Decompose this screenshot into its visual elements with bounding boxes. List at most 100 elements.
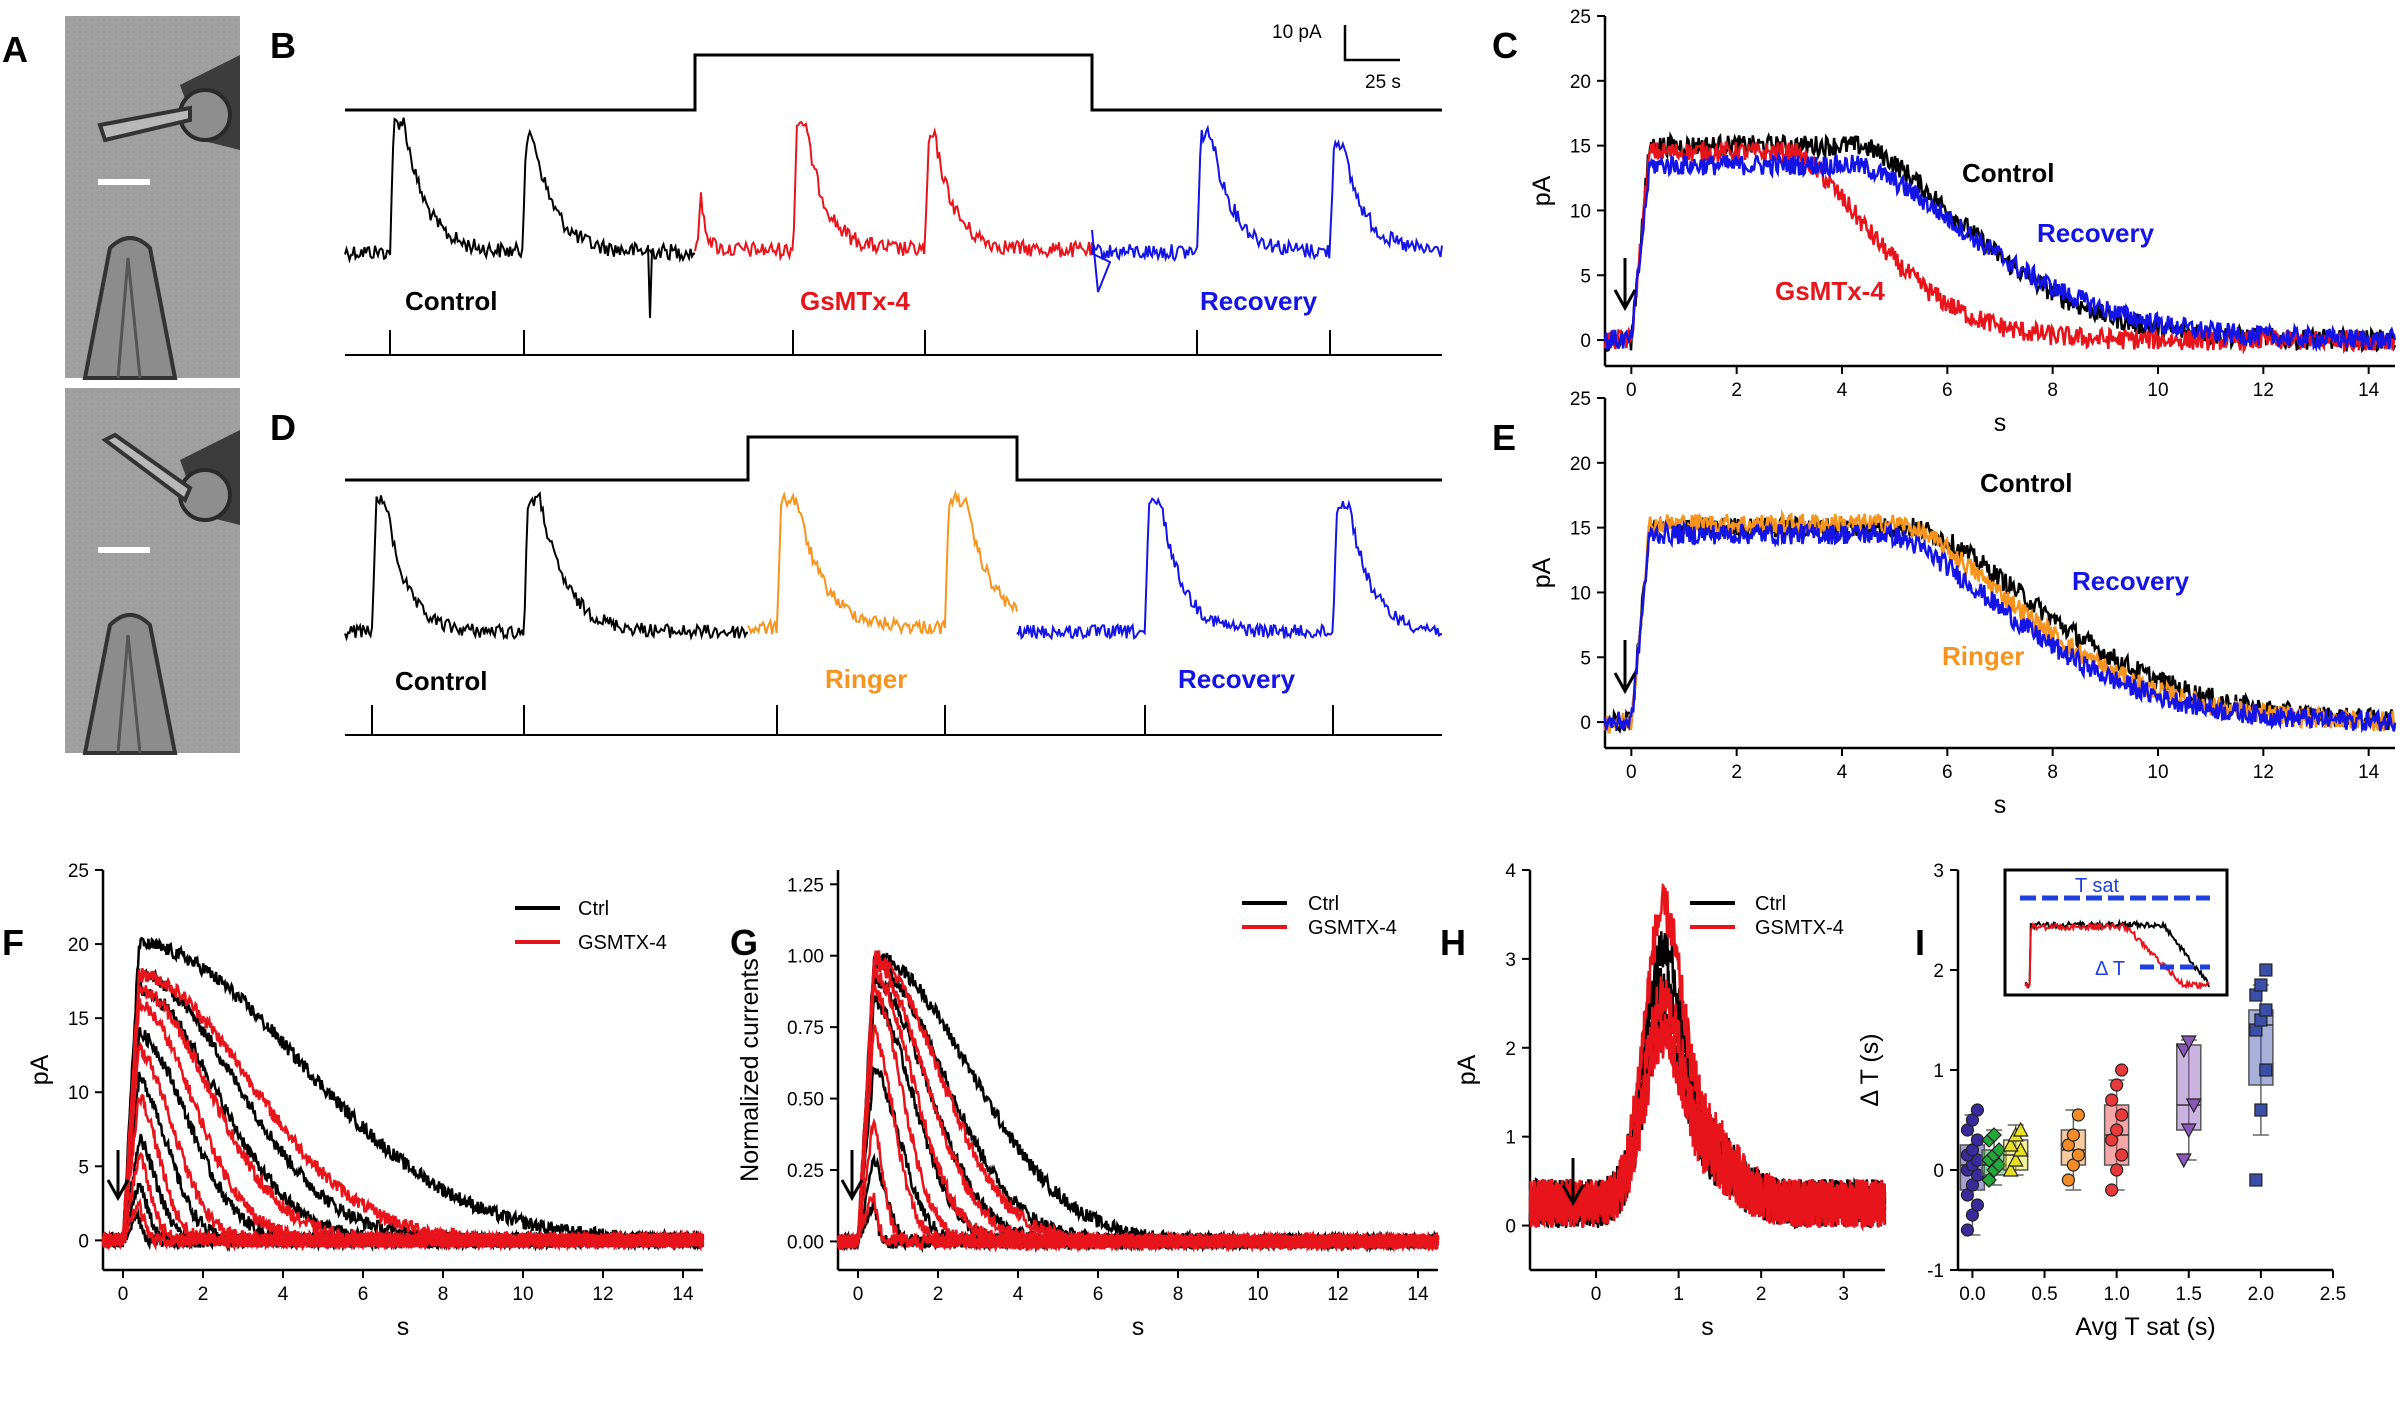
panel-c-x-tick: 10 — [2147, 380, 2168, 401]
panel-f-y-tick: 15 — [68, 1009, 89, 1030]
panel-e-y-label: pA — [1528, 557, 1556, 588]
panel-h-x-tick: 0 — [1591, 1284, 1602, 1305]
data-point — [2254, 978, 2268, 992]
panel-e-y-tick: 15 — [1570, 519, 1591, 540]
series-ctrl — [836, 972, 1440, 1252]
panel-h-x-label: s — [1701, 1313, 1714, 1341]
panel-i-x-tick: 1.0 — [2103, 1284, 2129, 1305]
panel-e-label-recovery: Recovery — [2072, 566, 2190, 596]
panel-c-y-tick: 10 — [1570, 201, 1591, 222]
panel-label-g: G — [730, 922, 758, 963]
micrograph-top — [65, 16, 240, 380]
panel-h-x-tick: 1 — [1673, 1284, 1684, 1305]
panel-g-x-tick: 12 — [1327, 1284, 1348, 1305]
data-point — [1970, 1103, 1985, 1117]
panel-c-x-tick: 8 — [2047, 380, 2058, 401]
stimulus-arrow-icon — [840, 1150, 864, 1202]
panel-c-y-tick: 0 — [1580, 331, 1591, 352]
legend-label-gsmtx: GSMTX-4 — [1308, 917, 1397, 939]
panel-i-x-tick: 0.0 — [1959, 1284, 1985, 1305]
panel-h-chart: 0 1 2 3 0 1 2 3 4 s pA Ctrl GSMTX-4 — [1453, 861, 1887, 1341]
panel-b-stim-markers — [345, 330, 1442, 356]
panel-e-label-ringer: Ringer — [1942, 641, 2024, 671]
series-gsmtx — [1528, 1013, 1887, 1229]
panel-f-x-tick: 2 — [198, 1284, 209, 1305]
data-point — [2180, 1123, 2197, 1139]
panel-e-chart: 0 2 4 6 8 10 12 14 0 5 10 15 20 25 s pA Control Recover… — [1528, 389, 2397, 819]
panel-f-x-tick: 10 — [512, 1284, 533, 1305]
panel-c-x-tick: 2 — [1731, 380, 1742, 401]
panel-c-y-label: pA — [1528, 175, 1556, 206]
panel-i-y-tick: 2 — [1933, 961, 1944, 982]
data-point — [2110, 1163, 2124, 1177]
box — [2176, 1044, 2202, 1131]
panel-d-label-recovery: Recovery — [1178, 664, 1296, 694]
data-point — [2249, 1173, 2263, 1187]
panel-g-x-tick: 8 — [1173, 1284, 1184, 1305]
panel-f-x-tick: 6 — [358, 1284, 369, 1305]
series-gsmtx — [836, 957, 1439, 1253]
panel-d-label-ringer: Ringer — [825, 664, 907, 694]
panel-i-x-label: Avg T sat (s) — [2075, 1313, 2215, 1341]
panel-g-x-tick: 0 — [853, 1284, 864, 1305]
data-point — [1981, 1172, 1997, 1188]
data-point — [2115, 1108, 2129, 1122]
data-point — [2105, 1093, 2119, 1107]
panel-label-i: I — [1915, 922, 1925, 963]
panel-i-y-tick: 0 — [1933, 1161, 1944, 1182]
panel-e-y-tick: 10 — [1570, 583, 1591, 604]
series-recovery — [1603, 151, 2397, 353]
series-gsmtx — [836, 984, 1440, 1253]
panel-b-trace-gsmtx — [694, 120, 1093, 262]
panel-c-x-tick: 4 — [1837, 380, 1848, 401]
series-gsmtx — [836, 1192, 1440, 1253]
series-ctrl — [101, 936, 705, 1250]
panel-label-e: E — [1492, 417, 1516, 458]
panel-g-y-tick: 0.00 — [787, 1232, 824, 1253]
panel-c-y-tick: 15 — [1570, 137, 1591, 158]
panel-e-x-tick: 6 — [1942, 762, 1953, 783]
panel-e-x-tick: 8 — [2047, 762, 2058, 783]
panel-e-x-tick: 12 — [2253, 762, 2274, 783]
data-point — [2105, 1183, 2119, 1197]
panel-g-y-tick: 0.50 — [787, 1090, 824, 1111]
scale-bar — [1343, 25, 1400, 62]
panel-c-x-tick: 12 — [2253, 380, 2274, 401]
panel-i-x-tick: 1.5 — [2176, 1284, 2202, 1305]
panel-f-y-label: pA — [26, 1054, 54, 1085]
panel-f-x-tick: 14 — [672, 1284, 694, 1305]
panel-e-y-tick: 5 — [1580, 648, 1591, 669]
data-point — [2115, 1063, 2129, 1077]
panel-b-trace-control — [344, 117, 696, 319]
data-point — [2071, 1108, 2085, 1122]
panel-d-trace-control — [344, 491, 749, 642]
legend-label-gsmtx: GSMTX-4 — [578, 932, 667, 954]
series-control — [1603, 514, 2396, 734]
panel-d-perfusion-trace — [345, 435, 1442, 482]
panel-e-y-tick: 25 — [1570, 389, 1591, 410]
panel-e-y-tick: 0 — [1580, 713, 1591, 734]
stimulus-arrow-icon — [1613, 640, 1637, 695]
panel-i-x-tick: 2.0 — [2248, 1284, 2274, 1305]
panel-g-x-tick: 10 — [1247, 1284, 1268, 1305]
panel-d-label-control: Control — [395, 666, 487, 696]
legend-label-ctrl: Ctrl — [578, 898, 609, 920]
series-recovery — [1603, 519, 2397, 734]
panel-f-x-tick: 8 — [438, 1284, 449, 1305]
panel-f-y-tick: 25 — [68, 861, 89, 882]
panel-i-y-tick: 3 — [1933, 861, 1944, 882]
panel-b-label-recovery: Recovery — [1200, 286, 1318, 316]
data-point — [2110, 1078, 2124, 1092]
panel-g-y-tick: 1.25 — [787, 875, 824, 896]
panel-label-f: F — [2, 922, 24, 963]
panel-f-x-label: s — [397, 1313, 410, 1341]
panel-f-y-tick: 20 — [68, 935, 89, 956]
data-point — [1960, 1223, 1975, 1237]
panel-f-y-tick: 0 — [78, 1231, 89, 1252]
panel-g-x-tick: 6 — [1093, 1284, 1104, 1305]
panel-label-h: H — [1440, 922, 1466, 963]
panel-g-x-tick: 4 — [1013, 1284, 1024, 1305]
panel-h-y-tick: 1 — [1505, 1128, 1516, 1149]
data-point — [1970, 1198, 1985, 1212]
